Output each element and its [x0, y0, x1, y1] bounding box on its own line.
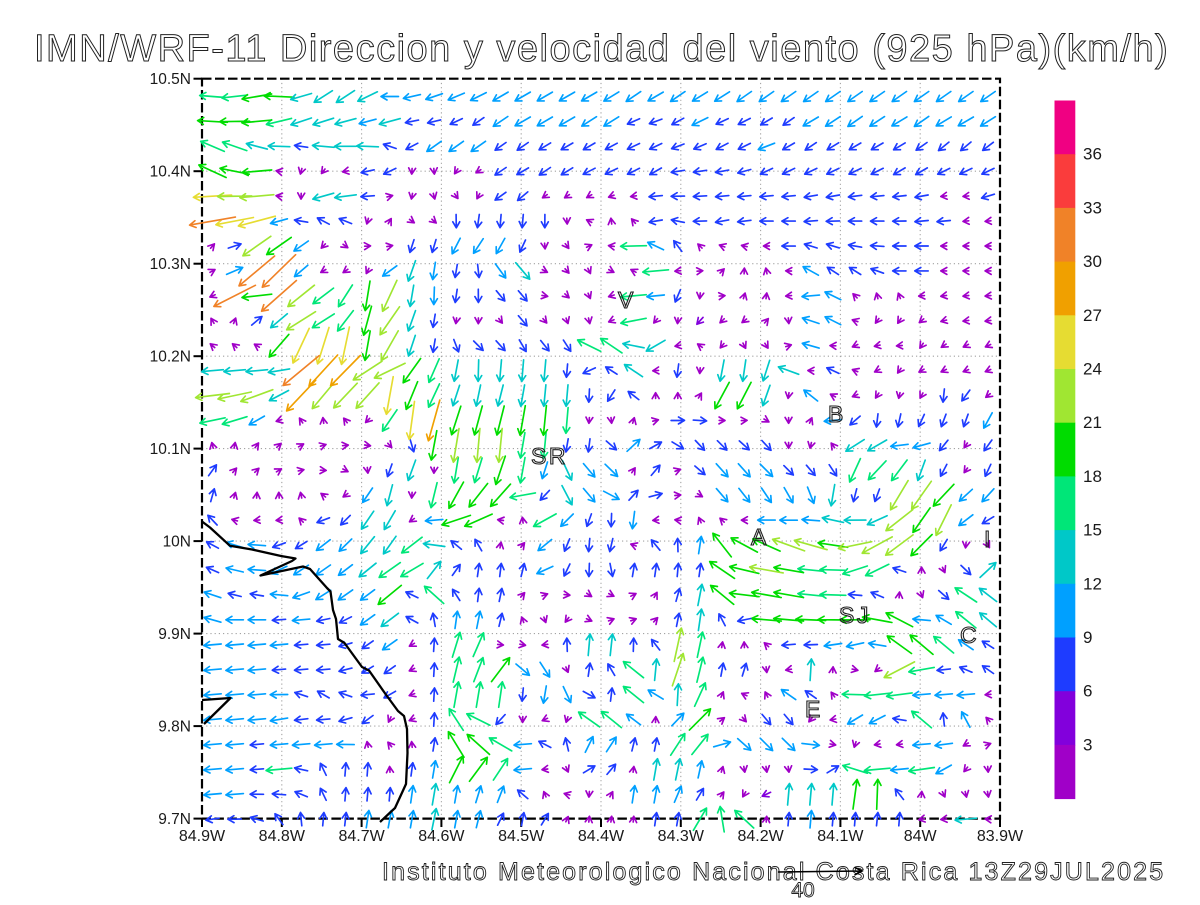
svg-text:84.5W: 84.5W — [498, 828, 545, 845]
svg-text:C: C — [960, 622, 979, 648]
svg-text:10.1N: 10.1N — [150, 441, 191, 458]
svg-text:I: I — [984, 526, 993, 552]
svg-text:6: 6 — [1083, 682, 1092, 701]
svg-text:B: B — [828, 401, 846, 427]
svg-text:83.9W: 83.9W — [977, 828, 1024, 845]
svg-text:10N: 10N — [163, 534, 191, 551]
svg-text:84.2W: 84.2W — [737, 828, 784, 845]
svg-text:84W: 84W — [904, 828, 938, 845]
svg-text:84.7W: 84.7W — [338, 828, 385, 845]
svg-text:84.9W: 84.9W — [179, 828, 226, 845]
svg-text:E: E — [805, 696, 823, 722]
svg-text:18: 18 — [1083, 467, 1102, 486]
svg-text:84.6W: 84.6W — [418, 828, 465, 845]
svg-text:10.3N: 10.3N — [150, 256, 191, 273]
svg-text:3: 3 — [1083, 735, 1092, 754]
svg-text:10.5N: 10.5N — [150, 71, 191, 88]
svg-text:40: 40 — [791, 879, 814, 900]
svg-text:9.7N: 9.7N — [158, 811, 191, 828]
svg-text:33: 33 — [1083, 198, 1102, 217]
svg-text:84.1W: 84.1W — [817, 828, 864, 845]
svg-text:A: A — [751, 524, 769, 550]
svg-text:SR: SR — [531, 443, 568, 469]
svg-text:84.4W: 84.4W — [578, 828, 625, 845]
svg-text:84.8W: 84.8W — [259, 828, 306, 845]
svg-text:21: 21 — [1083, 413, 1102, 432]
svg-text:84.3W: 84.3W — [658, 828, 705, 845]
svg-text:Instituto Meteorologico Nacion: Instituto Meteorologico Nacional Costa R… — [382, 858, 1165, 886]
svg-text:36: 36 — [1083, 145, 1102, 164]
svg-text:30: 30 — [1083, 252, 1102, 271]
svg-text:15: 15 — [1083, 521, 1102, 540]
svg-text:12: 12 — [1083, 574, 1102, 593]
svg-text:27: 27 — [1083, 306, 1102, 325]
svg-text:9.8N: 9.8N — [158, 719, 191, 736]
svg-text:9.9N: 9.9N — [158, 626, 191, 643]
svg-text:24: 24 — [1083, 360, 1102, 379]
svg-text:IMN/WRF-11 Direccion y velocid: IMN/WRF-11 Direccion y velocidad del vie… — [34, 28, 1169, 70]
svg-text:9: 9 — [1083, 628, 1092, 647]
svg-text:10.4N: 10.4N — [150, 164, 191, 181]
svg-text:10.2N: 10.2N — [150, 349, 191, 366]
svg-text:SJ: SJ — [839, 602, 871, 628]
svg-text:V: V — [618, 287, 636, 313]
